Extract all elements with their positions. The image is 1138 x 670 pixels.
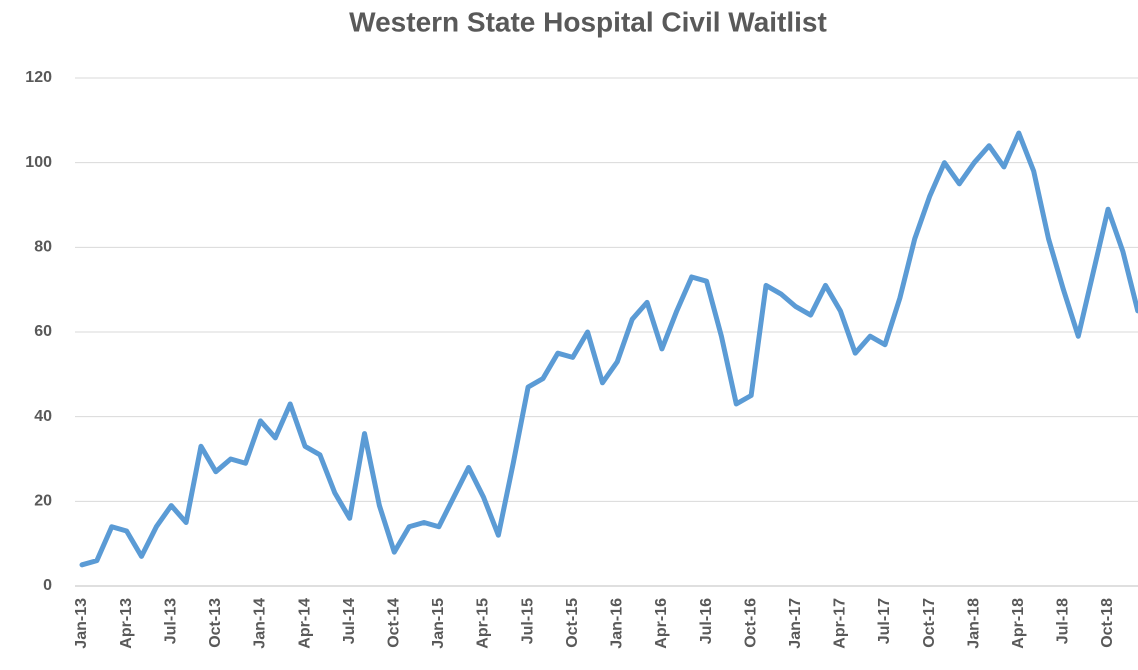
chart-title: Western State Hospital Civil Waitlist <box>349 6 827 37</box>
x-tick-label: Jan-13 <box>73 598 90 649</box>
x-tick-label: Jan-16 <box>609 598 626 649</box>
x-tick-label: Oct-13 <box>207 598 224 648</box>
x-tick-label: Jan-14 <box>252 598 269 649</box>
x-tick-label: Jul-13 <box>162 598 179 644</box>
x-tick-label: Jul-16 <box>698 598 715 644</box>
x-tick-label: Apr-15 <box>475 598 492 649</box>
x-tick-label: Apr-13 <box>118 598 135 649</box>
x-tick-label: Jul-15 <box>519 598 536 644</box>
y-tick-label: 20 <box>34 493 52 510</box>
x-tick-label: Jul-18 <box>1055 598 1072 644</box>
x-tick-label: Oct-15 <box>564 598 581 648</box>
x-tick-label: Apr-14 <box>296 598 313 649</box>
y-tick-label: 40 <box>34 408 52 425</box>
y-tick-label: 80 <box>34 239 52 256</box>
x-tick-label: Apr-18 <box>1010 598 1027 649</box>
y-tick-label: 100 <box>25 154 52 171</box>
y-tick-label: 120 <box>25 69 52 86</box>
x-tick-label: Oct-14 <box>385 598 402 648</box>
x-tick-label: Jan-18 <box>965 598 982 649</box>
x-tick-label: Oct-18 <box>1099 598 1116 648</box>
data-line <box>79 130 1138 568</box>
x-tick-label: Apr-16 <box>653 598 670 649</box>
x-tick-label: Oct-17 <box>921 598 938 648</box>
y-tick-label: 0 <box>43 577 52 594</box>
x-tick-label: Apr-17 <box>832 598 849 649</box>
x-tick-label: Jul-17 <box>876 598 893 644</box>
x-tick-label: Jan-17 <box>787 598 804 649</box>
x-tick-label: Jan-15 <box>430 598 447 649</box>
y-tick-label: 60 <box>34 323 52 340</box>
x-tick-label: Oct-16 <box>742 598 759 648</box>
x-tick-label: Jul-14 <box>341 598 358 644</box>
